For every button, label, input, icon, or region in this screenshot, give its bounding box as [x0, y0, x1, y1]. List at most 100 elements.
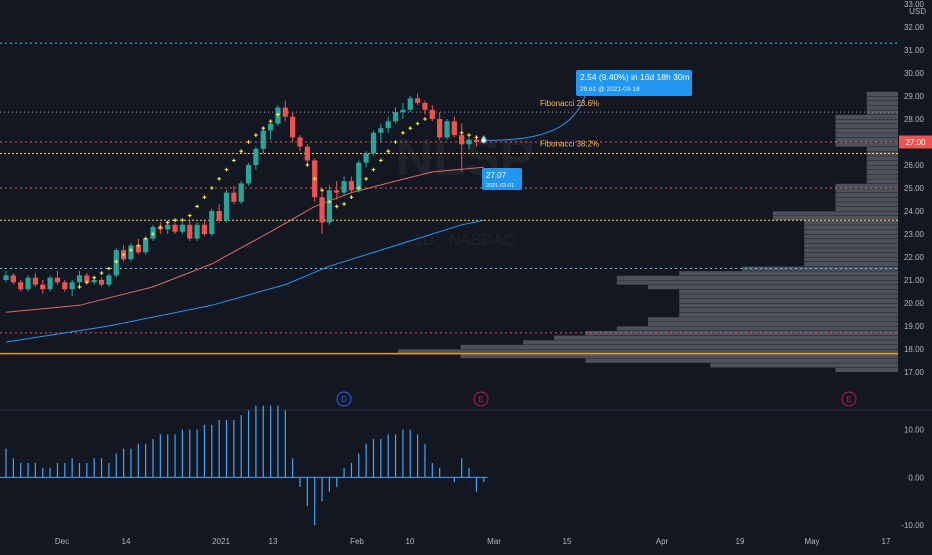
price-tick-label: 29.00: [904, 92, 925, 101]
event-marker-earnings[interactable]: E: [473, 391, 489, 407]
psar-dot: [386, 149, 390, 153]
volume-profile-bar: [866, 179, 898, 184]
oscillator-tick-label: 10.00: [904, 426, 925, 435]
psar-dot: [459, 131, 464, 135]
oscillator-tick-label: -10.00: [901, 521, 924, 530]
psar-dot: [151, 232, 155, 236]
current-price-callout[interactable]: 27.07 2021-03-01: [482, 168, 522, 190]
earnings-future-marker-circle: [841, 391, 857, 407]
psar-dot: [379, 158, 383, 163]
time-tick-label: Apr: [656, 537, 669, 546]
candle-body: [437, 119, 443, 138]
psar-dot: [371, 167, 376, 172]
projection-curve: [483, 81, 590, 141]
volume-profile-bar: [616, 280, 898, 285]
volume-profile-bar: [835, 114, 898, 119]
oscillator-tick-label: 0.00: [908, 473, 924, 482]
volume-profile-bar: [523, 340, 898, 345]
candle-body: [268, 123, 274, 131]
candle-body: [47, 277, 53, 290]
volume-profile-bar: [835, 206, 898, 211]
candle-body: [91, 280, 97, 283]
psar-dot: [114, 259, 119, 264]
oscillator-axis[interactable]: 10.00 0.00 -10.00: [901, 426, 924, 531]
currency-label: USD: [909, 7, 926, 16]
earnings-marker-label: E: [478, 395, 483, 404]
volume-profile-bar: [835, 133, 898, 138]
time-tick-label: 19: [736, 537, 745, 546]
volume-profile-bar: [835, 188, 898, 193]
candle-body: [334, 190, 340, 193]
psar-dot: [210, 186, 214, 190]
volume-profile-bar: [648, 317, 898, 322]
candle-body: [459, 135, 465, 145]
psar-dot: [99, 271, 104, 275]
earnings-marker-circle: [473, 391, 489, 407]
candle-body: [76, 275, 83, 283]
last-price-badge: 27.00: [899, 135, 932, 149]
psar-dot: [474, 135, 479, 140]
volume-profile-bar: [398, 349, 898, 354]
psar-dot: [143, 236, 148, 241]
projection-callout[interactable]: 2.54 (9.40%) in 16d 18h 30m 29.61 @ 2021…: [576, 70, 692, 96]
volume-profile-bar: [648, 321, 898, 326]
volume-profile-bar: [835, 197, 898, 202]
price-tick-label: 33.00: [904, 0, 925, 9]
psar-dot: [232, 158, 236, 163]
candle-body: [231, 192, 237, 202]
price-tick-label: 21.00: [904, 276, 925, 285]
candle-body: [304, 146, 310, 161]
volume-profile-bar: [804, 262, 898, 267]
price-axis[interactable]: USD 34.0033.0032.0031.0030.0029.0028.002…: [904, 0, 926, 377]
volume-profile-bar: [835, 202, 898, 207]
volume-profile-bar: [804, 239, 898, 244]
volume-profile-bar: [866, 105, 898, 110]
candle-body: [407, 98, 413, 110]
event-marker-earnings-future[interactable]: E: [841, 391, 857, 407]
candle-body: [106, 275, 112, 285]
moving-average-fast-line: [5, 166, 484, 313]
psar-dot: [217, 177, 221, 181]
price-tick-label: 26.00: [904, 161, 925, 170]
volume-profile-bar: [835, 119, 898, 124]
candle-body: [370, 132, 377, 154]
volume-profile-bar: [866, 151, 898, 156]
candle-body: [319, 197, 325, 223]
psar-dot: [312, 177, 317, 181]
volume-profile-bar: [835, 183, 898, 188]
candle-body: [326, 190, 332, 223]
volume-profile-bar: [835, 142, 898, 147]
psar-dot: [107, 266, 111, 271]
current-callout-box: [482, 168, 522, 190]
projection-target-text: 29.61 @ 2021-03-18: [580, 86, 640, 93]
time-tick-label: Mar: [487, 537, 501, 546]
time-tick-label: 13: [269, 537, 278, 546]
volume-profile-bar: [804, 248, 898, 253]
psar-dot: [246, 140, 251, 144]
candle-body: [290, 116, 296, 138]
volume-profile-bar: [866, 110, 898, 115]
volume-profile-bar: [866, 174, 898, 179]
candle-body: [392, 112, 399, 122]
moving-average-slow-line: [5, 219, 484, 343]
projection-start-point: [480, 137, 487, 144]
volume-profile-bar: [616, 326, 898, 331]
psar-dot: [268, 119, 273, 124]
candle-body: [466, 139, 472, 145]
time-tick-label: May: [804, 537, 819, 546]
volume-profile-bar: [866, 147, 898, 152]
psar-dot: [195, 204, 199, 209]
volume-profile-bar: [835, 124, 898, 129]
candle-body: [260, 130, 266, 149]
psar-dot: [187, 213, 192, 218]
volume-profile-bar: [460, 344, 898, 349]
candle-body: [473, 139, 479, 142]
time-tick-label: 15: [563, 537, 572, 546]
candle-body: [128, 245, 134, 260]
event-marker-dividend[interactable]: D: [336, 391, 352, 407]
time-axis[interactable]: Dec 14 2021 13 Feb 10 Mar 15 Apr 19 May 17: [55, 537, 891, 546]
candle-body: [62, 282, 68, 290]
candle-body: [378, 128, 384, 133]
current-price-text: 27.07: [486, 171, 507, 180]
